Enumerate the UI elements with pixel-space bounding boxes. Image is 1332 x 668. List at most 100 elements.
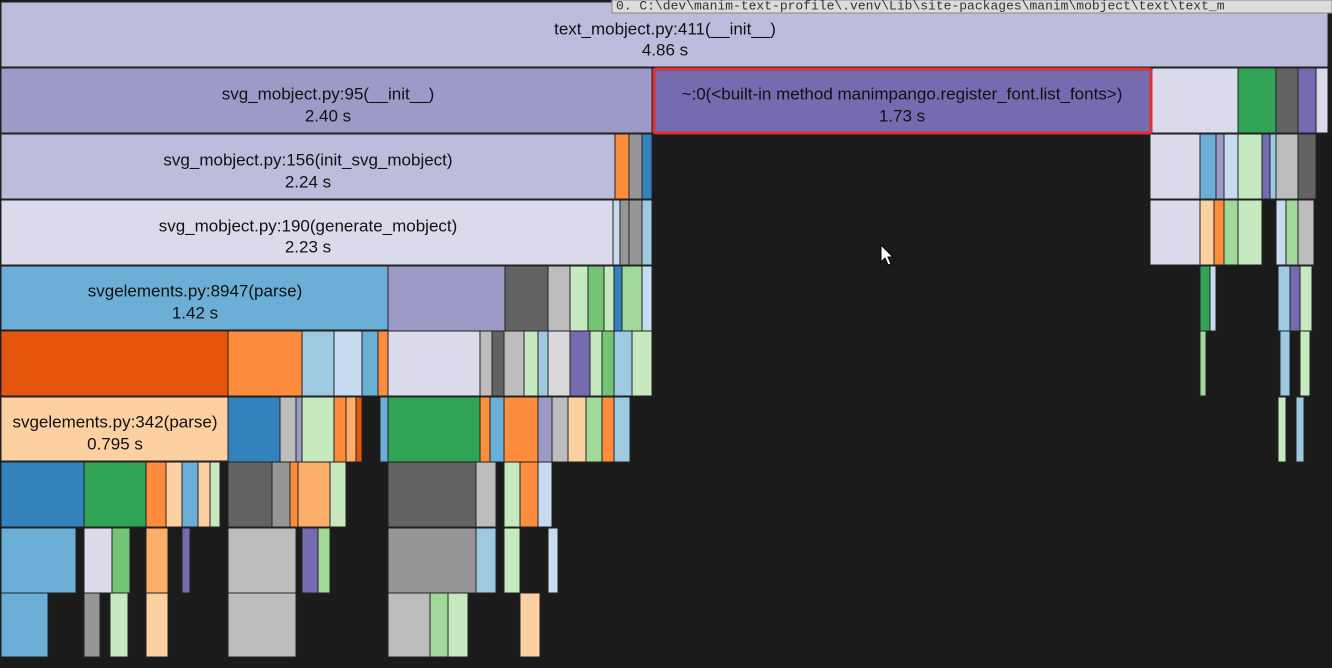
node-box[interactable] [289, 461, 299, 528]
node-box[interactable] [1151, 67, 1239, 134]
node-box[interactable] [619, 199, 630, 266]
node-box[interactable] [1277, 265, 1291, 332]
node-box[interactable] [1149, 133, 1201, 200]
node-box[interactable] [621, 265, 643, 332]
node-box[interactable] [503, 461, 521, 528]
node-box[interactable] [301, 330, 335, 397]
node-box[interactable] [631, 330, 653, 397]
node-box[interactable] [329, 461, 347, 528]
node-box[interactable] [0, 527, 77, 594]
node-box[interactable] [1223, 199, 1239, 266]
node-box[interactable] [1237, 67, 1277, 134]
node-box[interactable] [1213, 199, 1225, 266]
node-box[interactable] [1299, 330, 1311, 397]
node-box[interactable] [537, 330, 549, 397]
node-box[interactable] [227, 527, 297, 594]
node-box[interactable] [1289, 265, 1301, 332]
node-box[interactable] [491, 330, 505, 397]
node-box[interactable] [547, 330, 571, 397]
node-box[interactable] [1149, 199, 1201, 266]
node-box[interactable] [145, 527, 169, 594]
node-box[interactable] [1261, 133, 1271, 200]
node-box[interactable] [301, 527, 319, 594]
node-box[interactable] [601, 330, 615, 397]
node-box[interactable] [1315, 67, 1329, 134]
node-box[interactable] [551, 396, 569, 463]
node[interactable]: svg_mobject.py:190(generate_mobject) 2.2… [0, 199, 614, 266]
node-box[interactable] [429, 592, 449, 658]
node-box[interactable] [301, 396, 335, 463]
node-box[interactable] [475, 527, 497, 594]
node-box[interactable] [387, 265, 506, 332]
node-box[interactable] [503, 330, 525, 397]
node-box[interactable] [641, 199, 653, 266]
node-box[interactable] [111, 527, 131, 594]
node-box[interactable] [1199, 330, 1207, 397]
node-box[interactable] [447, 592, 469, 658]
node-box[interactable] [1275, 199, 1287, 266]
node-box[interactable] [503, 527, 521, 594]
node-box[interactable] [537, 396, 553, 463]
node-box[interactable] [613, 396, 631, 463]
node-box[interactable] [613, 330, 633, 397]
node-box[interactable] [1279, 330, 1291, 397]
node-box[interactable] [387, 396, 481, 463]
node-box[interactable] [271, 461, 291, 528]
node-box[interactable] [0, 265, 389, 331]
node-box[interactable] [387, 330, 481, 397]
node-box[interactable] [209, 461, 221, 528]
node-box[interactable] [1275, 133, 1299, 200]
node-box[interactable] [317, 527, 331, 594]
node-box[interactable] [537, 461, 553, 528]
node-box[interactable] [355, 396, 363, 463]
node-box[interactable] [1269, 133, 1277, 200]
node-box[interactable] [569, 265, 589, 332]
node-box[interactable] [387, 461, 477, 528]
node-box[interactable] [379, 396, 389, 463]
node-box[interactable] [1285, 199, 1299, 266]
node-box[interactable] [0, 461, 85, 528]
node-box[interactable] [547, 265, 571, 332]
node-box[interactable] [489, 396, 505, 463]
node-box[interactable] [197, 461, 211, 528]
node-box[interactable] [1237, 133, 1263, 200]
node-box[interactable] [279, 396, 297, 463]
node-box[interactable] [1297, 67, 1317, 134]
node-box[interactable] [145, 592, 169, 658]
node-box[interactable] [1199, 265, 1211, 332]
node-box[interactable] [504, 265, 549, 332]
node-box[interactable] [387, 592, 431, 658]
node-box[interactable] [361, 330, 379, 397]
node-box[interactable] [587, 265, 605, 332]
node-box[interactable] [589, 330, 603, 397]
node-box[interactable] [641, 133, 653, 200]
node-box[interactable] [297, 461, 331, 528]
node-box[interactable] [1275, 67, 1299, 134]
node-box[interactable] [1299, 265, 1313, 332]
node-box[interactable] [387, 527, 477, 594]
node[interactable]: svg_mobject.py:95(__init__) 2.40 s [0, 67, 653, 134]
node-box[interactable] [569, 330, 591, 397]
node-box[interactable] [227, 461, 273, 528]
node-box[interactable] [227, 592, 297, 658]
node[interactable]: ~:0(<built-in method manimpango.register… [652, 67, 1153, 135]
node-box[interactable] [83, 527, 113, 594]
node-box[interactable] [641, 265, 653, 332]
node-box[interactable] [333, 330, 363, 397]
node-box[interactable] [519, 461, 539, 528]
node-box[interactable] [227, 396, 281, 463]
node[interactable]: svgelements.py:342(parse) 0.795 s [0, 396, 229, 462]
node-box[interactable] [109, 592, 129, 658]
node-box[interactable] [479, 396, 491, 463]
node-box[interactable] [0, 67, 653, 134]
node[interactable]: svgelements.py:8947(parse) 1.42 s [0, 265, 389, 331]
node-box[interactable] [1237, 199, 1263, 266]
node-box[interactable] [567, 396, 587, 463]
node-box[interactable] [165, 461, 183, 528]
node-box[interactable] [601, 396, 615, 463]
node-box[interactable] [475, 461, 497, 528]
node-box[interactable] [479, 330, 493, 397]
node-box[interactable] [503, 396, 539, 463]
node-box[interactable] [181, 527, 191, 594]
node-box[interactable] [614, 133, 630, 200]
